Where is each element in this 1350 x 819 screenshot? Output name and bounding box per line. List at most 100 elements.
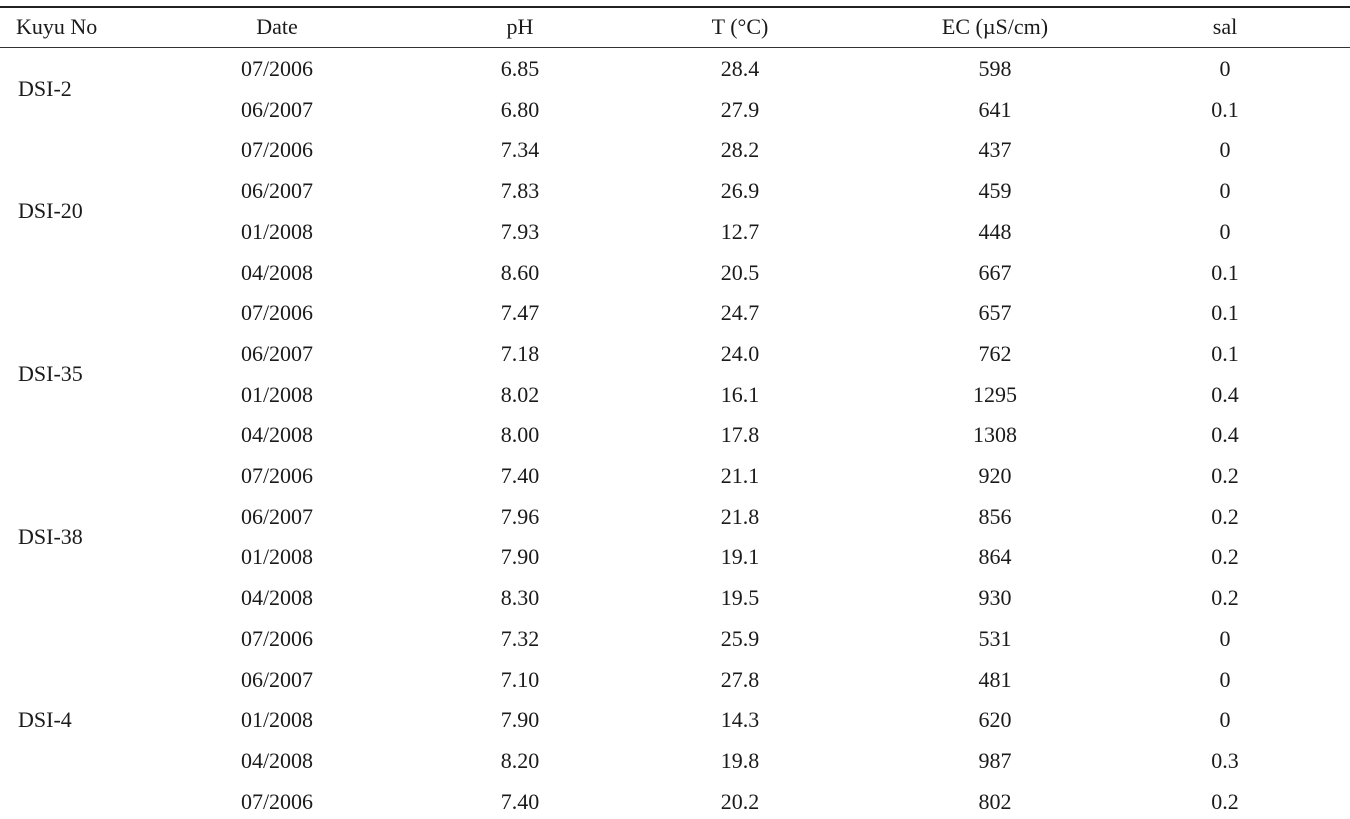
cell-ph: 7.96 bbox=[500, 504, 540, 529]
table-top-rule bbox=[0, 6, 1350, 8]
cell-date: 07/2006 bbox=[240, 789, 314, 814]
cell-ph: 7.47 bbox=[500, 300, 540, 325]
cell-temperature: 12.7 bbox=[720, 219, 760, 244]
cell-ph: 7.34 bbox=[500, 137, 540, 162]
cell-ph: 6.80 bbox=[500, 97, 540, 122]
cell-date: 04/2008 bbox=[240, 585, 314, 610]
cell-ec: 481 bbox=[978, 667, 1012, 692]
cell-ph: 7.10 bbox=[500, 667, 540, 692]
well-label: DSI-35 bbox=[18, 361, 83, 386]
cell-ec: 987 bbox=[978, 748, 1012, 773]
cell-ph: 8.20 bbox=[500, 748, 540, 773]
cell-date: 06/2007 bbox=[240, 97, 314, 122]
cell-ph: 7.93 bbox=[500, 219, 540, 244]
cell-sal: 0.4 bbox=[1211, 382, 1239, 407]
cell-sal: 0.2 bbox=[1211, 463, 1239, 488]
cell-sal: 0 bbox=[1219, 707, 1231, 732]
cell-ec: 762 bbox=[978, 341, 1012, 366]
cell-sal: 0.1 bbox=[1211, 260, 1239, 285]
cell-sal: 0.2 bbox=[1211, 544, 1239, 569]
cell-temperature: 19.1 bbox=[720, 544, 760, 569]
well-label: DSI-4 bbox=[18, 707, 72, 732]
table-header-rule bbox=[0, 47, 1350, 48]
cell-ph: 7.40 bbox=[500, 463, 540, 488]
cell-ph: 7.90 bbox=[500, 707, 540, 732]
cell-date: 04/2008 bbox=[240, 422, 314, 447]
cell-ph: 8.00 bbox=[500, 422, 540, 447]
cell-temperature: 20.2 bbox=[720, 789, 760, 814]
cell-sal: 0.2 bbox=[1211, 789, 1239, 814]
cell-temperature: 24.7 bbox=[720, 300, 760, 325]
cell-date: 06/2007 bbox=[240, 504, 314, 529]
cell-temperature: 28.2 bbox=[720, 137, 760, 162]
cell-sal: 0 bbox=[1219, 219, 1231, 244]
cell-ec: 856 bbox=[978, 504, 1012, 529]
cell-date: 01/2008 bbox=[240, 219, 314, 244]
cell-temperature: 27.8 bbox=[720, 667, 760, 692]
cell-date: 01/2008 bbox=[240, 707, 314, 732]
cell-temperature: 21.1 bbox=[720, 463, 760, 488]
cell-date: 04/2008 bbox=[240, 748, 314, 773]
cell-ph: 8.30 bbox=[500, 585, 540, 610]
cell-temperature: 25.9 bbox=[720, 626, 760, 651]
cell-sal: 0 bbox=[1219, 137, 1231, 162]
cell-date: 04/2008 bbox=[240, 260, 314, 285]
cell-date: 07/2006 bbox=[240, 463, 314, 488]
cell-ec: 437 bbox=[978, 137, 1012, 162]
cell-ph: 6.85 bbox=[500, 56, 540, 81]
cell-ph: 7.83 bbox=[500, 178, 540, 203]
cell-temperature: 17.8 bbox=[720, 422, 760, 447]
cell-ph: 8.02 bbox=[500, 382, 540, 407]
cell-date: 01/2008 bbox=[240, 382, 314, 407]
cell-ph: 7.18 bbox=[500, 341, 540, 366]
cell-date: 07/2006 bbox=[240, 300, 314, 325]
cell-ec: 657 bbox=[978, 300, 1012, 325]
cell-sal: 0.2 bbox=[1211, 504, 1239, 529]
cell-ec: 920 bbox=[978, 463, 1012, 488]
cell-ec: 598 bbox=[978, 56, 1012, 81]
cell-sal: 0 bbox=[1219, 56, 1231, 81]
cell-ec: 802 bbox=[978, 789, 1012, 814]
cell-temperature: 16.1 bbox=[720, 382, 760, 407]
cell-temperature: 27.9 bbox=[720, 97, 760, 122]
cell-sal: 0.1 bbox=[1211, 300, 1239, 325]
cell-ph: 8.60 bbox=[500, 260, 540, 285]
cell-sal: 0.3 bbox=[1211, 748, 1239, 773]
cell-date: 07/2006 bbox=[240, 626, 314, 651]
cell-sal: 0 bbox=[1219, 178, 1231, 203]
cell-temperature: 28.4 bbox=[720, 56, 760, 81]
cell-ph: 7.40 bbox=[500, 789, 540, 814]
cell-temperature: 20.5 bbox=[720, 260, 760, 285]
header-date: Date bbox=[256, 14, 298, 39]
cell-sal: 0 bbox=[1219, 667, 1231, 692]
cell-date: 07/2006 bbox=[240, 56, 314, 81]
cell-temperature: 26.9 bbox=[720, 178, 760, 203]
cell-date: 06/2007 bbox=[240, 667, 314, 692]
cell-ec: 620 bbox=[978, 707, 1012, 732]
cell-ec: 1308 bbox=[973, 422, 1017, 447]
cell-date: 07/2006 bbox=[240, 137, 314, 162]
cell-temperature: 21.8 bbox=[720, 504, 760, 529]
header-temperature: T (°C) bbox=[711, 14, 769, 39]
cell-ec: 667 bbox=[978, 260, 1012, 285]
cell-ec: 930 bbox=[978, 585, 1012, 610]
cell-sal: 0.4 bbox=[1211, 422, 1239, 447]
cell-ec: 1295 bbox=[973, 382, 1017, 407]
header-ph: pH bbox=[506, 14, 534, 39]
well-label: DSI-2 bbox=[18, 76, 72, 101]
cell-ec: 448 bbox=[978, 219, 1012, 244]
cell-temperature: 19.8 bbox=[720, 748, 760, 773]
cell-temperature: 19.5 bbox=[720, 585, 760, 610]
cell-ec: 459 bbox=[978, 178, 1012, 203]
cell-sal: 0.1 bbox=[1211, 341, 1239, 366]
header-kuyu-no: Kuyu No bbox=[16, 14, 98, 39]
cell-date: 01/2008 bbox=[240, 544, 314, 569]
well-label: DSI-20 bbox=[18, 198, 83, 223]
cell-temperature: 14.3 bbox=[720, 707, 760, 732]
well-label: DSI-38 bbox=[18, 524, 83, 549]
cell-date: 06/2007 bbox=[240, 341, 314, 366]
header-sal: sal bbox=[1212, 14, 1238, 39]
cell-ph: 7.90 bbox=[500, 544, 540, 569]
cell-ph: 7.32 bbox=[500, 626, 540, 651]
